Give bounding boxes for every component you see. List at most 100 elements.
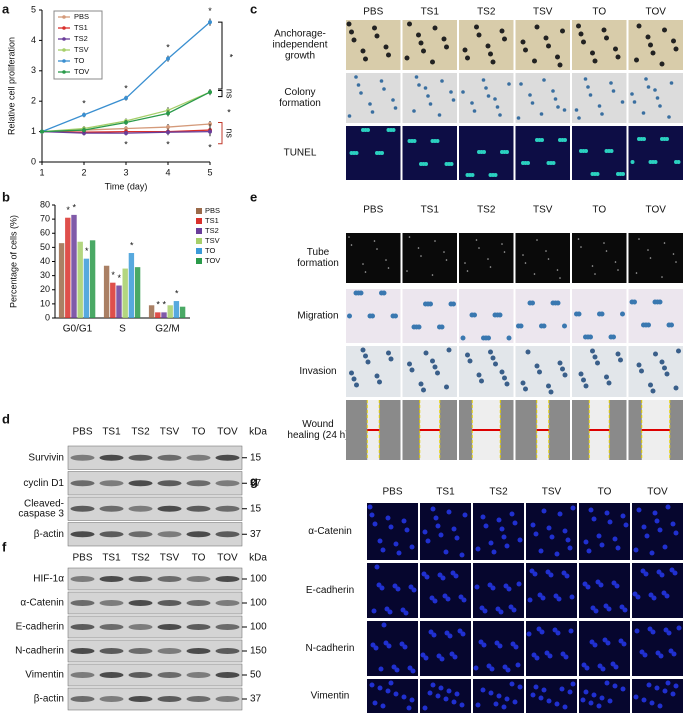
significance-mark: * [111, 270, 115, 280]
cell [431, 274, 434, 276]
cell [408, 236, 411, 238]
image-panel [402, 233, 457, 283]
point [40, 129, 44, 134]
point [82, 112, 86, 117]
cell [372, 700, 378, 706]
cell [470, 101, 474, 105]
image-panel [515, 289, 570, 343]
cell [408, 584, 414, 590]
band [99, 480, 124, 487]
cell [633, 547, 639, 553]
cell [404, 527, 410, 533]
x-tick-label: G2/M [155, 324, 179, 335]
significance-mark: * [163, 300, 167, 310]
cell [467, 358, 473, 364]
cell [555, 300, 561, 306]
ns-mark: ns [225, 89, 235, 99]
cell [634, 628, 640, 634]
cell [615, 54, 621, 60]
cell [647, 249, 649, 251]
bar [89, 240, 96, 318]
cell [607, 519, 613, 525]
significance-mark: * [227, 108, 231, 118]
image-panel [628, 126, 683, 180]
cell [578, 31, 584, 37]
band [99, 505, 124, 512]
bar [110, 282, 116, 318]
point [208, 90, 212, 95]
cell [386, 350, 391, 356]
row-label: HIF-1α [33, 574, 64, 585]
cell [640, 568, 646, 574]
cell [551, 89, 555, 93]
cell [474, 24, 479, 30]
cell [524, 262, 527, 264]
x-tick-label: 5 [207, 167, 212, 177]
cell [546, 698, 552, 704]
band [99, 600, 124, 606]
cell [588, 334, 593, 340]
panel-label: f [2, 539, 7, 554]
cell [606, 380, 612, 386]
cell [544, 650, 550, 656]
cell [374, 33, 380, 39]
cell [586, 548, 592, 554]
cell [465, 352, 470, 358]
column-header: TOV [646, 7, 667, 18]
cell [496, 517, 502, 523]
y-tick-label: 0 [45, 312, 50, 322]
cell [597, 104, 602, 108]
significance-mark: * [166, 140, 170, 150]
cell [562, 323, 567, 329]
cell [371, 608, 377, 614]
cell [502, 375, 507, 381]
cell [372, 25, 377, 31]
band [215, 696, 240, 702]
cell [545, 569, 551, 575]
cell [425, 538, 431, 544]
point [166, 111, 170, 116]
cell [387, 267, 390, 269]
cell [570, 505, 576, 511]
cell [641, 524, 647, 530]
significance-mark: * [175, 288, 179, 298]
cell [546, 525, 552, 531]
bar [83, 258, 90, 318]
cell [673, 683, 679, 689]
cell [630, 160, 635, 164]
point [208, 129, 212, 134]
legend-label: TS2 [205, 226, 219, 235]
cell [472, 312, 477, 318]
cell [574, 108, 579, 112]
row-label: E-cadherin [306, 585, 354, 596]
cell [475, 546, 481, 552]
legend-label: TS1 [205, 216, 219, 225]
bar [128, 253, 135, 318]
cell [459, 552, 465, 558]
y-tick-label: 40 [40, 256, 50, 266]
legend-label: TOV [205, 256, 220, 265]
cell [536, 626, 542, 632]
band [128, 505, 153, 512]
band [157, 505, 182, 512]
cell [421, 387, 426, 393]
cell [485, 43, 491, 49]
cell [385, 259, 387, 261]
cell [435, 370, 440, 376]
cell [494, 640, 500, 646]
band [99, 531, 124, 538]
cell [370, 110, 375, 114]
cell [639, 368, 644, 374]
band [215, 454, 240, 461]
legend-label: PBS [74, 12, 89, 21]
row-label: Invasion [299, 366, 336, 377]
cell [591, 516, 597, 522]
cell [476, 372, 482, 378]
image-panel [526, 503, 577, 560]
band [70, 531, 95, 538]
band [215, 648, 240, 654]
cell [554, 551, 560, 557]
cell [391, 664, 397, 670]
cell [594, 273, 596, 275]
cell [409, 367, 415, 373]
